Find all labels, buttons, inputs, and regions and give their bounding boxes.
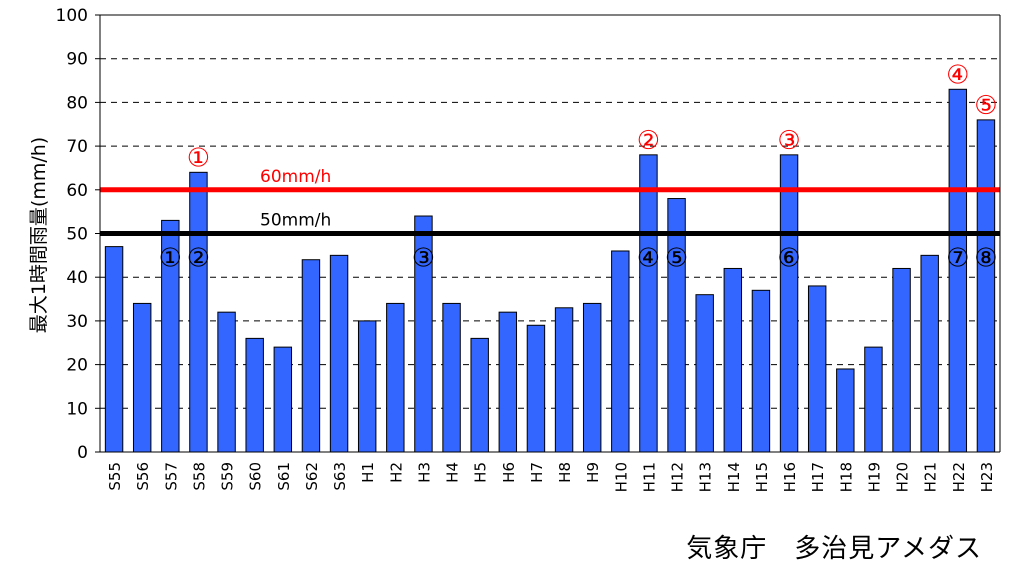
bar [526, 324, 546, 453]
x-tick-label: S56 [134, 462, 152, 491]
annotation-black: ⑧ [974, 244, 997, 274]
x-tick-label: H2 [387, 462, 405, 483]
annotation-black: ⑦ [946, 244, 969, 274]
source-label: 気象庁 多治見アメダス [686, 534, 982, 564]
bar [442, 302, 461, 453]
x-tick-label: H15 [753, 462, 771, 492]
bar [976, 119, 996, 453]
bar [864, 346, 883, 453]
bar [217, 311, 236, 453]
x-tick-label: H13 [697, 462, 715, 492]
x-tick-label: S60 [247, 462, 265, 491]
x-tick-label: H1 [359, 462, 377, 483]
bar [273, 346, 293, 453]
bar [695, 294, 714, 453]
reference-line-label: 50mm/h [260, 211, 331, 231]
x-tick-label: H16 [781, 462, 799, 492]
bar [779, 154, 799, 453]
x-tick-label: H9 [584, 462, 602, 483]
bar [723, 267, 743, 453]
x-tick-label: H3 [415, 462, 433, 483]
bar [245, 337, 264, 453]
reference-lines: 60mm/h 50mm/h [100, 167, 1000, 236]
x-tick-label: H18 [837, 462, 855, 492]
x-tick-label: H7 [528, 462, 546, 483]
bar [189, 171, 208, 453]
x-tick-label: H8 [556, 462, 574, 483]
bar [807, 285, 827, 453]
bar [386, 302, 405, 453]
bar [582, 302, 602, 453]
x-tick-label: S57 [162, 462, 180, 491]
x-tick-label: H17 [809, 462, 827, 492]
x-tick-label: H6 [500, 462, 518, 483]
x-tick-label: S63 [331, 462, 349, 491]
bar [329, 254, 349, 453]
y-tick-label: 80 [66, 93, 88, 113]
bar [920, 254, 939, 453]
x-tick-label: H23 [978, 462, 996, 492]
bar [470, 337, 489, 453]
x-tick-label: S55 [106, 462, 124, 491]
bar [498, 311, 518, 453]
x-tick-label: H22 [950, 462, 968, 492]
bar [357, 320, 377, 453]
y-tick-labels: 0 10 20 30 40 50 60 70 80 90 100 [56, 6, 88, 463]
annotation-red: ④ [946, 60, 969, 90]
bar [104, 246, 124, 453]
bar [132, 302, 152, 453]
bar [751, 289, 771, 453]
annotation-black: ① [159, 244, 182, 274]
annotation-black: ③ [412, 244, 435, 274]
y-tick-label: 100 [56, 6, 88, 26]
x-tick-label: S61 [275, 462, 293, 491]
x-tick-label: H11 [640, 462, 658, 492]
x-tick-label: H5 [472, 462, 490, 483]
y-tick-label: 10 [66, 399, 88, 419]
annotation-red: ③ [777, 126, 800, 156]
x-tick-label: S58 [190, 462, 208, 491]
reference-line-label: 60mm/h [260, 167, 331, 187]
bar [554, 307, 574, 453]
x-tick-label: H14 [725, 462, 743, 492]
y-axis-label: 最大1時間雨量(mm/h) [28, 137, 50, 333]
annotation-black: ④ [637, 244, 660, 274]
bar [836, 368, 855, 453]
y-tick-label: 40 [66, 268, 88, 288]
y-tick-label: 30 [66, 312, 88, 332]
annotation-black: ② [187, 244, 210, 274]
x-tick-label: S59 [219, 462, 237, 491]
bar [301, 259, 321, 453]
x-tick-label: H10 [612, 462, 630, 492]
y-tick-label: 0 [77, 443, 88, 463]
axes [95, 14, 1001, 453]
bars [104, 88, 996, 453]
x-tick-labels: S55 S56 S57 S58 S59 S60 S61 S62 S63 H1 H2 H3 H4 H5 H6 H… [106, 462, 996, 492]
bar [892, 267, 911, 453]
y-tick-label: 90 [66, 50, 88, 70]
x-tick-label: H21 [922, 462, 940, 492]
bar [667, 198, 686, 453]
y-tick-label: 50 [66, 225, 88, 245]
bar [611, 250, 630, 453]
x-tick-label: S62 [303, 462, 321, 491]
y-tick-label: 20 [66, 356, 88, 376]
bar [639, 154, 658, 453]
annotation-black: ⑤ [665, 244, 688, 274]
x-tick-label: H19 [865, 462, 883, 492]
annotation-red: ⑤ [974, 91, 997, 121]
x-tick-label: H12 [669, 462, 687, 492]
y-tick-label: 70 [66, 137, 88, 157]
annotation-red: ② [637, 126, 660, 156]
x-tick-label: H4 [444, 462, 462, 483]
y-tick-label: 60 [66, 181, 88, 201]
x-tick-label: H20 [894, 462, 912, 492]
annotation-black: ⑥ [777, 244, 800, 274]
annotation-red: ① [187, 143, 210, 173]
